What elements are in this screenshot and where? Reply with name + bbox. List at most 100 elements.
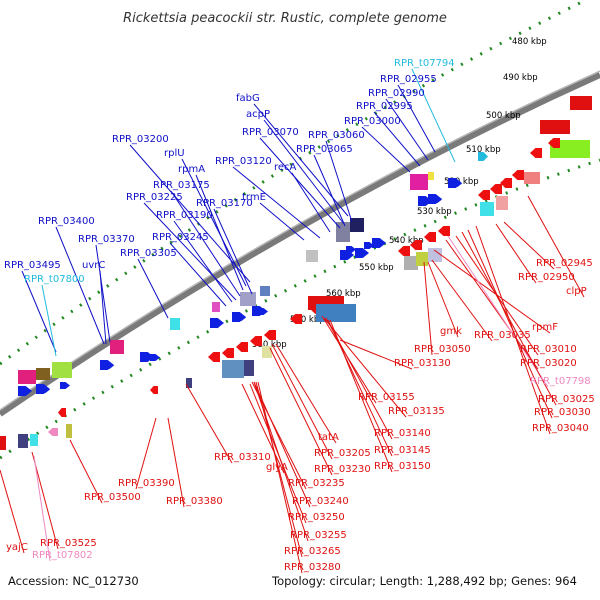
gene-label: RPR_03265 <box>284 546 341 557</box>
gene-feature-block <box>260 286 270 296</box>
label-leader-line <box>271 343 333 460</box>
label-leader-line <box>313 154 346 227</box>
gene-feature-block <box>316 304 356 322</box>
gene-label: RPR_03070 <box>242 127 299 138</box>
gene-label: clpP <box>566 286 587 297</box>
forward-gene-arrow <box>346 246 356 253</box>
gene-feature-block <box>410 174 428 190</box>
gene-label: RPR_03145 <box>374 445 431 456</box>
label-leader-line <box>99 270 107 345</box>
gene-label: recA <box>274 162 297 173</box>
gene-label: tatA <box>318 432 339 443</box>
gene-feature-block <box>496 196 508 210</box>
label-leader-line <box>269 347 333 476</box>
gene-label: trmE <box>242 192 266 203</box>
label-leader-line <box>325 140 353 223</box>
gene-feature-block <box>66 424 72 438</box>
forward-gene-arrow <box>236 314 246 321</box>
gene-label: RPR_03225 <box>126 192 183 203</box>
gene-label: RPR_03380 <box>166 496 223 507</box>
reverse-gene-arrow <box>264 330 276 340</box>
gene-label: RPR_03310 <box>214 452 271 463</box>
gene-label: RPR_03135 <box>388 406 445 417</box>
label-leader-line <box>213 208 253 295</box>
gene-feature-block <box>524 172 540 184</box>
inner-scale-ring <box>0 158 600 460</box>
gene-feature-block <box>428 248 442 262</box>
gene-feature-block <box>222 360 244 378</box>
gene-label: RPR_03000 <box>344 116 401 127</box>
gene-label: RPR_03190 <box>156 210 213 221</box>
reverse-gene-arrow <box>424 232 436 242</box>
kbp-tick-label: 550 kbp <box>359 263 394 273</box>
gene-feature-block <box>416 252 428 266</box>
label-leader-line <box>327 319 393 457</box>
gene-label: RPR_03130 <box>394 358 451 369</box>
reverse-gene-arrow <box>290 314 302 324</box>
label-leader-line <box>503 221 555 270</box>
label-leader-line <box>257 381 303 574</box>
gene-feature-block <box>36 368 50 380</box>
gene-label: RPR_02945 <box>536 258 593 269</box>
gene-label: RPR_03370 <box>78 234 135 245</box>
forward-gene-arrow <box>40 386 50 393</box>
gene-feature-block <box>540 120 570 134</box>
gene-label: RPR_t07798 <box>530 376 591 387</box>
label-leader-line <box>170 190 241 297</box>
gene-feature-block <box>336 222 350 242</box>
gene-label: RPR_03230 <box>314 464 371 475</box>
gene-label: rpmA <box>178 164 205 175</box>
label-leader-line <box>195 174 244 291</box>
label-leader-line <box>291 172 331 233</box>
gene-label: RPR_03140 <box>374 428 431 439</box>
label-leader-line <box>397 84 436 153</box>
gene-label: RPR_02990 <box>368 88 425 99</box>
reverse-gene-arrow <box>48 428 58 436</box>
reverse-gene-arrow <box>490 184 502 194</box>
forward-gene-arrow <box>20 388 30 395</box>
kbp-tick-label: 520 kbp <box>444 177 479 187</box>
forward-gene-arrow <box>355 248 369 258</box>
outer-scale-ring <box>0 0 587 366</box>
label-leader-line <box>373 111 421 167</box>
label-leader-lines <box>0 68 585 574</box>
gene-label: RPR_03525 <box>40 538 97 549</box>
gene-label: RPR_03280 <box>284 562 341 573</box>
label-leader-line <box>467 229 553 419</box>
gene-feature-block <box>570 96 592 110</box>
label-leader-line <box>433 249 551 334</box>
kbp-tick-label: 490 kbp <box>503 73 538 83</box>
gene-label: RPR_03235 <box>288 478 345 489</box>
kbp-tick-label: 480 kbp <box>512 37 547 47</box>
gene-feature-block <box>404 256 418 270</box>
genome-backbone <box>0 72 600 417</box>
gene-label: RPR_03035 <box>474 330 531 341</box>
accession-text: Accession: NC_012730 <box>8 574 139 588</box>
gene-label: rplU <box>164 148 185 159</box>
gene-label: gmk <box>440 326 462 337</box>
reverse-gene-arrow <box>398 246 410 256</box>
reverse-gene-arrow <box>58 408 66 417</box>
gene-label: RPR_02950 <box>518 272 575 283</box>
label-leader-line <box>33 455 51 562</box>
label-leader-line <box>339 339 413 370</box>
gene-label: RPR_03175 <box>153 180 210 191</box>
label-leader-line <box>527 195 585 298</box>
gene-label: acpP <box>246 109 270 120</box>
label-leader-line <box>329 319 393 473</box>
label-leader-line <box>411 68 456 163</box>
gene-feature-block <box>244 360 254 376</box>
gene-label: RPR_03050 <box>414 344 471 355</box>
label-leader-line <box>181 158 247 287</box>
gene-label: rpmF <box>532 322 558 333</box>
gene-label: RPR_03120 <box>215 156 272 167</box>
gene-label: RPR_02955 <box>380 74 437 85</box>
gene-label: yajC <box>6 542 28 553</box>
label-leader-line <box>137 258 169 319</box>
gene-label: RPR_t07802 <box>32 550 93 561</box>
gene-feature-block <box>30 434 38 446</box>
label-leader-line <box>259 137 341 229</box>
gene-feature-block <box>0 436 6 450</box>
forward-gene-arrow <box>258 308 268 315</box>
